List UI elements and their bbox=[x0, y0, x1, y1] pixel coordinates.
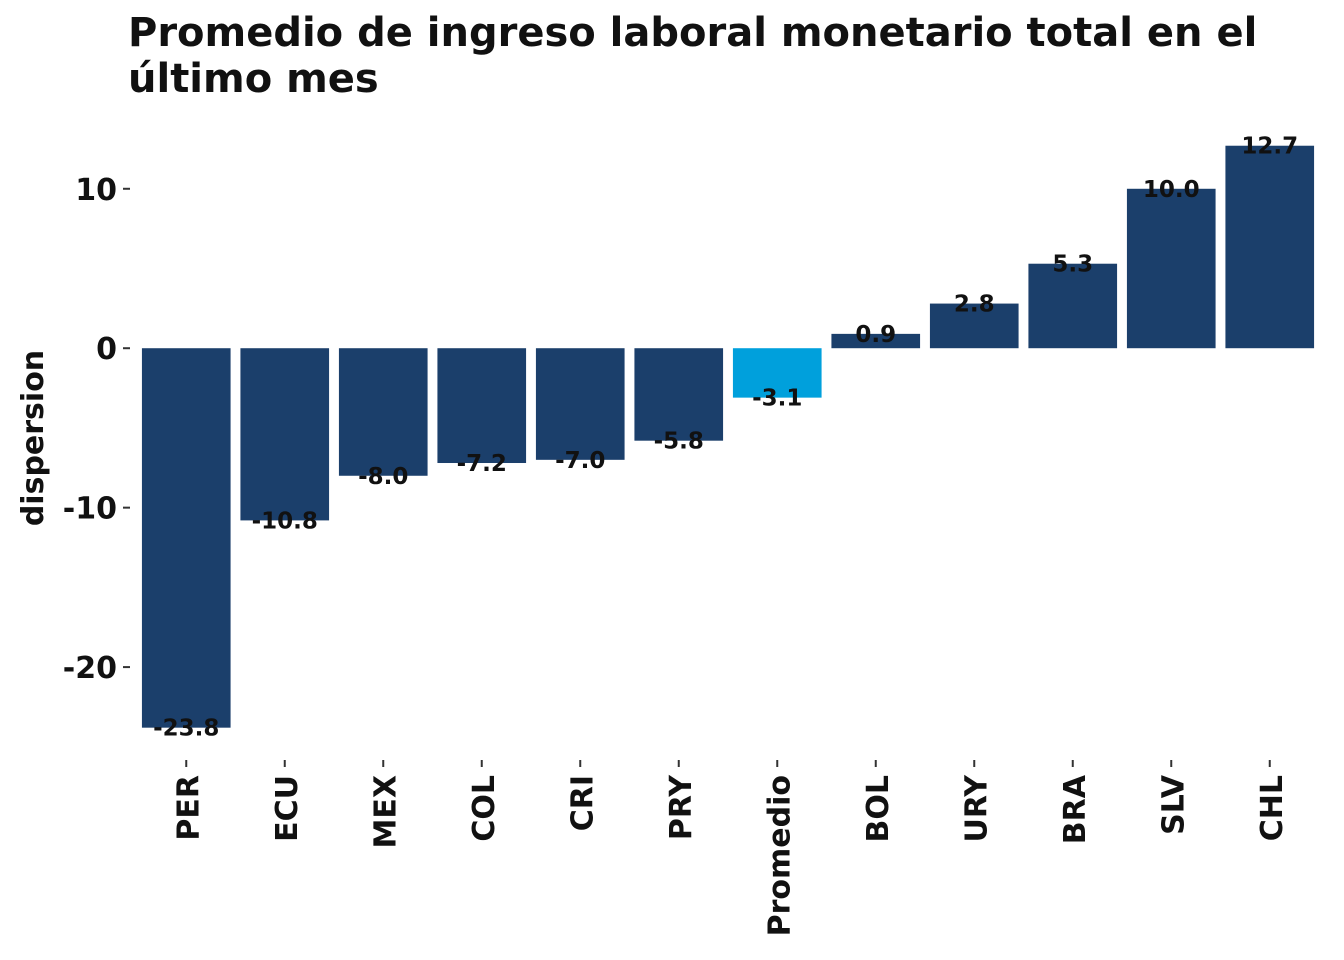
x-tick-label-per: PER bbox=[171, 775, 206, 841]
value-label-ecu: -10.8 bbox=[252, 508, 318, 534]
y-tick-label: -20 bbox=[63, 651, 117, 686]
value-label-ury: 2.8 bbox=[954, 292, 995, 318]
x-tick-label-ury: URY bbox=[959, 774, 994, 843]
x-tick-label-ecu: ECU bbox=[270, 775, 305, 842]
value-label-promedio: -3.1 bbox=[752, 386, 802, 412]
value-labels: -23.8 -10.8 -8.0 -7.2 -7.0 -5.8 -3.1 0.9 2.8 5.3 1… bbox=[153, 134, 1298, 742]
bar-col bbox=[437, 348, 527, 464]
bar-mex bbox=[338, 348, 428, 476]
x-tick-label-cri: CRI bbox=[565, 775, 600, 831]
x-tick-label-bol: BOL bbox=[861, 775, 896, 843]
x-axis: PER ECU MEX COL CRI PRY Promedio BOL URY BRA SLV CH… bbox=[171, 760, 1290, 936]
value-label-per: -23.8 bbox=[153, 716, 219, 742]
bar-bra bbox=[1028, 263, 1118, 349]
bar-pry bbox=[634, 348, 724, 441]
value-label-col: -7.2 bbox=[457, 451, 507, 477]
x-tick-label-chl: CHL bbox=[1255, 775, 1290, 841]
value-label-slv: 10.0 bbox=[1143, 177, 1200, 203]
y-axis-title: dispersion bbox=[16, 350, 51, 526]
bar-ecu bbox=[240, 348, 330, 521]
value-label-bra: 5.3 bbox=[1052, 252, 1093, 278]
y-tick-label: 0 bbox=[96, 332, 117, 367]
bar-per bbox=[141, 348, 231, 728]
x-tick-label-pry: PRY bbox=[664, 774, 699, 840]
bar-ury bbox=[929, 303, 1019, 349]
value-label-pry: -5.8 bbox=[654, 429, 704, 455]
bar-bol bbox=[831, 333, 921, 349]
bar-cri bbox=[535, 348, 625, 460]
x-tick-label-col: COL bbox=[467, 775, 502, 842]
x-tick-label-bra: BRA bbox=[1058, 774, 1093, 844]
x-tick-label-promedio: Promedio bbox=[762, 775, 797, 936]
x-tick-label-slv: SLV bbox=[1156, 774, 1191, 835]
bars bbox=[141, 145, 1315, 728]
bar-chl bbox=[1225, 145, 1315, 349]
value-label-cri: -7.0 bbox=[555, 448, 605, 474]
value-label-mex: -8.0 bbox=[358, 464, 408, 490]
bar-promedio bbox=[732, 348, 822, 398]
y-tick-label: 10 bbox=[75, 173, 117, 208]
y-tick-label: -10 bbox=[63, 492, 117, 527]
value-label-bol: 0.9 bbox=[855, 322, 896, 348]
chart-title: Promedio de ingreso laboral monetario to… bbox=[128, 10, 1258, 102]
y-axis: -20 -10 0 10 bbox=[63, 173, 130, 686]
x-tick-label-mex: MEX bbox=[368, 775, 403, 848]
value-label-chl: 12.7 bbox=[1241, 134, 1298, 160]
bar-slv bbox=[1126, 188, 1216, 349]
